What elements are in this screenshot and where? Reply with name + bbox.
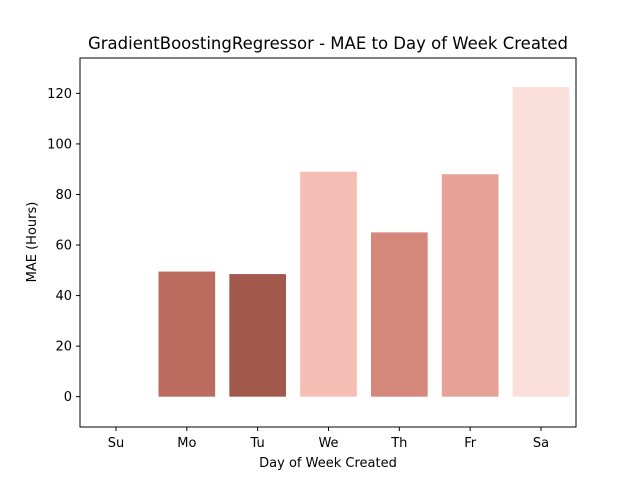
bar-sa (512, 87, 570, 397)
y-tick-label: 0 (64, 390, 72, 405)
y-tick-label: 20 (55, 340, 72, 355)
y-tick-label: 120 (47, 87, 72, 102)
x-tick-label: Sa (533, 436, 549, 451)
x-axis-ticks: Su Mo Tu We Th Fr Sa (108, 427, 549, 451)
x-tick-label: We (318, 436, 338, 451)
bar-th (371, 232, 428, 397)
bar-mo (158, 271, 216, 397)
y-axis-ticks: 0 20 40 60 80 100 120 (47, 87, 80, 405)
x-axis-label: Day of Week Created (259, 456, 397, 471)
x-tick-label: Th (390, 436, 407, 451)
x-tick-label: Tu (250, 436, 265, 451)
y-tick-label: 80 (55, 188, 72, 203)
y-tick-label: 60 (55, 239, 72, 254)
chart-title: GradientBoostingRegressor - MAE to Day o… (88, 34, 568, 53)
bars-group (158, 87, 570, 397)
bar-we (300, 171, 357, 397)
bar-fr (441, 174, 499, 397)
y-tick-label: 100 (47, 137, 72, 152)
bar-tu (229, 274, 286, 397)
x-tick-label: Su (108, 436, 125, 451)
y-tick-label: 40 (55, 289, 72, 304)
x-tick-label: Fr (464, 436, 477, 451)
x-tick-label: Mo (177, 436, 196, 451)
y-axis-label: MAE (Hours) (25, 202, 40, 283)
